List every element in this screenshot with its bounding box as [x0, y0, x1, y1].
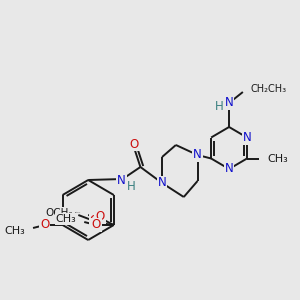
Text: O: O	[130, 137, 139, 151]
Text: CH₂CH₃: CH₂CH₃	[251, 84, 287, 94]
Text: CH₃: CH₃	[56, 214, 76, 224]
Text: N: N	[225, 97, 233, 110]
Text: CH₃: CH₃	[4, 226, 25, 236]
Text: O: O	[92, 218, 101, 232]
Text: N: N	[117, 173, 126, 187]
Text: O: O	[40, 218, 50, 232]
Text: N: N	[225, 163, 233, 176]
Text: O: O	[95, 211, 105, 224]
Text: OCH₃: OCH₃	[45, 208, 72, 218]
Text: N: N	[243, 131, 251, 144]
Text: H: H	[215, 100, 224, 112]
Text: N: N	[193, 148, 202, 161]
Text: CH₃: CH₃	[268, 154, 288, 164]
Text: methoxy: methoxy	[75, 212, 82, 213]
Text: O: O	[89, 214, 99, 227]
Text: N: N	[158, 176, 167, 190]
Text: H: H	[127, 179, 136, 193]
